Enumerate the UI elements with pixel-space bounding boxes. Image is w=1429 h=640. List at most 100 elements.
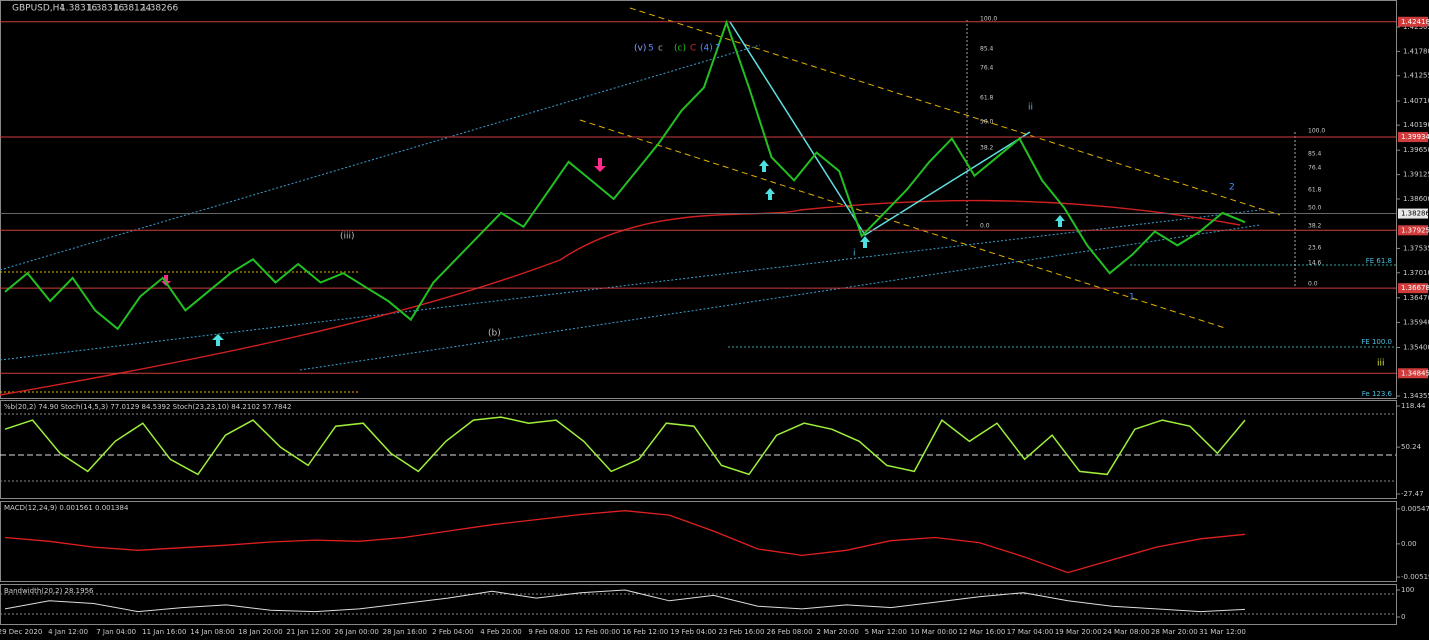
x-tick-label: 2 Mar 20:00: [817, 628, 859, 636]
panel-title: Bandwidth(20,2) 28.1956: [4, 587, 94, 595]
wave-label: 1: [1129, 293, 1135, 303]
x-tick-label: 12 Feb 00:00: [574, 628, 620, 636]
y-tick-label: 1.35940: [1403, 318, 1429, 326]
level-label: 1.37925: [1401, 226, 1429, 234]
level-label: 1.34845: [1401, 369, 1429, 377]
wave-label: (b): [488, 329, 501, 339]
x-tick-label: 5 Mar 12:00: [865, 628, 907, 636]
x-tick-label: 17 Mar 04:00: [1007, 628, 1054, 636]
channel-lines: [0, 7, 1396, 615]
y-tick-label: 1.34355: [1403, 392, 1429, 400]
level-tag: [1398, 225, 1428, 236]
stoch-line: [4, 416, 1246, 476]
level-tag: [1398, 368, 1428, 379]
y-tick-label: 1.40190: [1403, 121, 1429, 129]
wave-label: 5: [648, 44, 654, 54]
y-tick-label: -27.47: [1401, 490, 1424, 498]
y-tick-label: 1.39125: [1403, 171, 1429, 179]
level-tag: [1398, 16, 1428, 27]
header-symbol: GBPUSD,H4: [12, 4, 65, 14]
wave-label: (4): [700, 44, 713, 54]
fib-label: 0.0: [1308, 281, 1318, 288]
y-tick-label: 1.41255: [1403, 72, 1429, 80]
x-tick-label: 24 Mar 08:00: [1103, 628, 1150, 636]
fib-label: 100.0: [1308, 128, 1325, 135]
wave-label: C: [690, 44, 696, 54]
wave-label: (iii): [340, 232, 355, 242]
wave-label: iii: [1377, 359, 1385, 369]
x-tick-label: 26 Feb 08:00: [767, 628, 813, 636]
price-line: [4, 19, 1246, 331]
panel-borders: [0, 0, 1397, 625]
x-tick-label: 9 Feb 08:00: [528, 628, 569, 636]
fe-label: FE 100.0: [1361, 338, 1392, 346]
x-tick-label: 16 Feb 12:00: [622, 628, 668, 636]
fib-label: 85.4: [1308, 151, 1322, 158]
bandwidth-line: [4, 589, 1246, 613]
x-tick-label: 19 Feb 04:00: [670, 628, 716, 636]
y-tick-label: 1.40710: [1403, 97, 1429, 105]
level-label: 1.42418: [1401, 18, 1429, 26]
x-tick-label: 28 Mar 20:00: [1151, 628, 1198, 636]
fib-label: 50.0: [980, 119, 994, 126]
fib-label: 100.0: [980, 16, 997, 23]
x-tick-label: 12 Mar 16:00: [959, 628, 1006, 636]
y-tick-label: 1.38600: [1403, 195, 1429, 203]
level-tag: [1398, 132, 1428, 143]
fib-label: 76.4: [1308, 165, 1322, 172]
fib-label: 0.0: [980, 223, 990, 230]
y-tick-label: 1.37010: [1403, 269, 1429, 277]
fe-label: FE 61.8: [1366, 257, 1392, 265]
fib-label: 61.8: [1308, 187, 1322, 194]
x-tick-label: 28 Jan 16:00: [383, 628, 427, 636]
wave-label: c: [658, 44, 663, 54]
signal-arrows: [161, 158, 1065, 346]
x-tick-label: 7 Jan 04:00: [96, 628, 136, 636]
x-tick-label: 10 Mar 00:00: [911, 628, 958, 636]
panel-title: MACD(12,24,9) 0.001561 0.001384: [4, 504, 129, 512]
y-tick-label: 0.005476: [1401, 505, 1429, 513]
y-tick-label: 1.37535: [1403, 244, 1429, 252]
x-tick-label: 19 Mar 20:00: [1055, 628, 1102, 636]
fib-label: 50.0: [1308, 205, 1322, 212]
y-tick-label: 118.44: [1401, 402, 1426, 410]
y-tick-label: 100: [1401, 586, 1414, 594]
y-tick-label: 1.35400: [1403, 344, 1429, 352]
y-tick-label: 1.41780: [1403, 47, 1429, 55]
wave-label: 2: [1229, 183, 1235, 193]
x-tick-label: 18 Jan 20:00: [238, 628, 282, 636]
x-tick-label: 23 Feb 16:00: [719, 628, 765, 636]
fe-label: Fe 123.6: [1362, 390, 1393, 398]
wave-label: (v): [634, 44, 646, 54]
y-tick-label: 50.24: [1401, 443, 1422, 451]
y-tick-label: 1.42305: [1403, 23, 1429, 31]
level-label: 1.39934: [1401, 133, 1429, 141]
level-label: 1.38286: [1401, 210, 1429, 218]
wave-label: i: [853, 249, 856, 259]
x-tick-label: 4 Jan 12:00: [48, 628, 88, 636]
y-tick-label: 1.36470: [1403, 294, 1429, 302]
fib-label: 38.2: [980, 145, 994, 152]
wave-label: ii: [1028, 103, 1033, 113]
header-quote: 1.38124: [114, 4, 151, 14]
macd-line: [4, 510, 1246, 574]
wave-label: ?: [715, 44, 720, 54]
x-tick-label: 11 Jan 16:00: [142, 628, 186, 636]
y-tick-label: -0.005193: [1401, 573, 1429, 581]
header-quote: 1.38316: [60, 4, 97, 14]
fib-label: 85.4: [980, 46, 994, 53]
x-tick-label: 2 Feb 04:00: [432, 628, 473, 636]
fib-label: 23.6: [1308, 245, 1322, 252]
level-tag: [1398, 208, 1428, 219]
fib-label: 61.8: [980, 95, 994, 102]
wave-label: (c): [674, 44, 686, 54]
header-quote: 1.38316: [87, 4, 124, 14]
y-tick-label: 0: [1401, 613, 1405, 621]
x-tick-label: 4 Feb 20:00: [480, 628, 521, 636]
x-tick-label: 26 Jan 00:00: [335, 628, 379, 636]
fib-label: 38.2: [1308, 223, 1322, 230]
x-tick-label: 29 Dec 2020: [0, 628, 42, 636]
header-quote: 1.38266: [141, 4, 178, 14]
